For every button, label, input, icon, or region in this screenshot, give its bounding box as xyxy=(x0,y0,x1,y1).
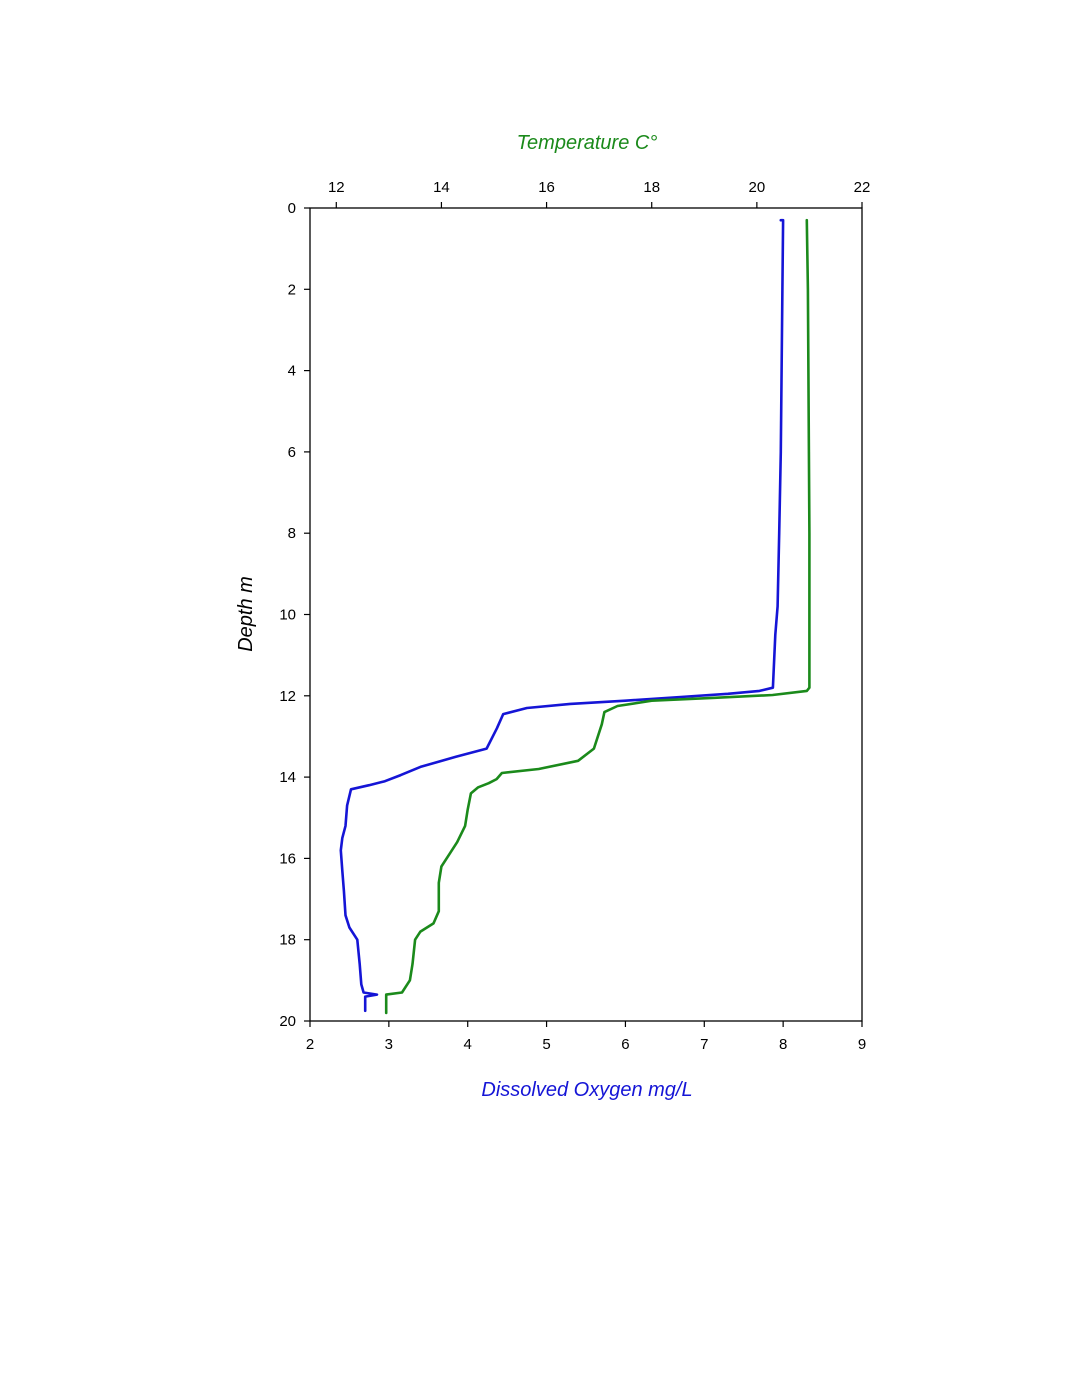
oxygen-tick-label: 2 xyxy=(306,1036,314,1053)
temperature-series-line xyxy=(384,218,811,1015)
series-layer xyxy=(339,218,811,1015)
depth-tick-label: 20 xyxy=(279,1013,296,1030)
depth-tick-label: 12 xyxy=(279,688,296,705)
oxygen-axis-ticks: 2 3 4 5 6 7 8 9 xyxy=(306,1021,866,1053)
depth-axis-title: Depth m xyxy=(235,576,257,652)
temperature-tick-label: 12 xyxy=(328,179,345,196)
plot-frame xyxy=(309,207,863,1022)
depth-tick-label: 0 xyxy=(288,200,296,217)
depth-tick-label: 6 xyxy=(288,444,296,461)
oxygen-tick-label: 4 xyxy=(464,1036,472,1053)
temperature-tick-label: 20 xyxy=(749,179,766,196)
oxygen-tick-label: 7 xyxy=(700,1036,708,1053)
temperature-tick-label: 14 xyxy=(433,179,450,196)
oxygen-series-line xyxy=(339,218,785,1013)
depth-tick-label: 8 xyxy=(288,525,296,542)
depth-tick-label: 16 xyxy=(279,850,296,867)
temperature-tick-label: 18 xyxy=(643,179,660,196)
oxygen-axis-title: Dissolved Oxygen mg/L xyxy=(481,1079,692,1101)
oxygen-tick-label: 3 xyxy=(385,1036,393,1053)
temperature-axis-title: Temperature C° xyxy=(517,132,658,154)
depth-axis-ticks: 0 2 4 6 8 10 12 14 16 18 20 xyxy=(279,200,310,1030)
depth-tick-label: 10 xyxy=(279,607,296,624)
temperature-axis-ticks: 12 14 16 18 20 22 xyxy=(328,179,870,208)
depth-tick-label: 18 xyxy=(279,932,296,949)
oxygen-tick-label: 5 xyxy=(542,1036,550,1053)
depth-tick-label: 14 xyxy=(279,769,296,786)
depth-tick-label: 2 xyxy=(288,281,296,298)
temperature-tick-label: 16 xyxy=(538,179,555,196)
temperature-tick-label: 22 xyxy=(854,179,871,196)
oxygen-tick-label: 6 xyxy=(621,1036,629,1053)
oxygen-tick-label: 9 xyxy=(858,1036,866,1053)
oxygen-tick-label: 8 xyxy=(779,1036,787,1053)
depth-tick-label: 4 xyxy=(288,363,296,380)
